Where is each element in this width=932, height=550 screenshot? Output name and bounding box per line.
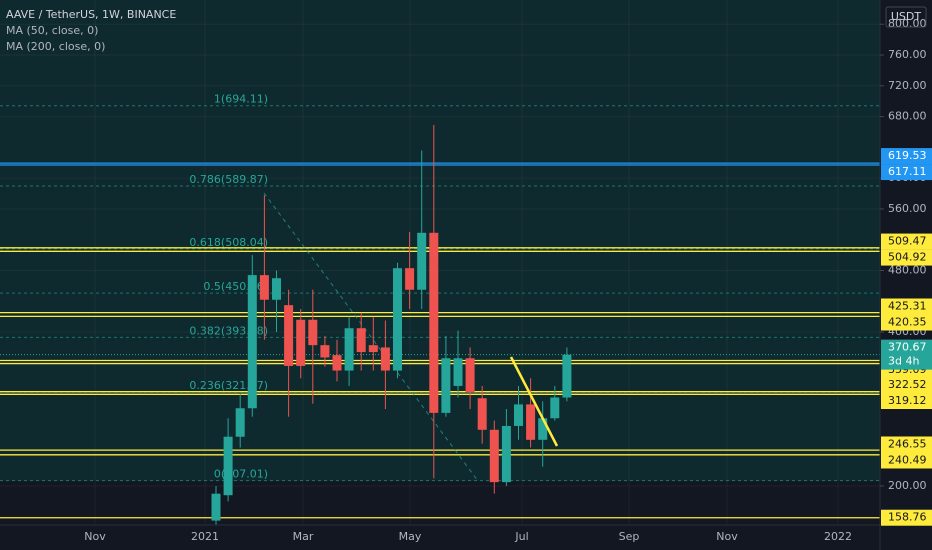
candle-body	[465, 358, 475, 393]
price-label: 504.92	[888, 251, 927, 264]
grid	[0, 0, 880, 525]
price-label: 619.53	[888, 149, 927, 162]
candle-body	[320, 345, 330, 358]
fib-trend	[263, 192, 479, 482]
indicator[interactable]: MA (50, close, 0)	[6, 24, 98, 37]
x-tick-label: Sep	[619, 530, 640, 543]
price-label: 240.49	[888, 453, 927, 466]
candle-body	[368, 345, 378, 353]
price-label-box	[881, 164, 932, 181]
y-tick-label: 680.00	[888, 110, 927, 123]
candle-body	[211, 493, 221, 521]
candle-body	[477, 398, 487, 430]
candle-body	[223, 436, 233, 496]
price-label-box	[881, 298, 932, 315]
candle-body	[308, 319, 318, 346]
candle-body	[235, 408, 245, 437]
price-label: 246.55	[888, 437, 927, 450]
candle-body	[489, 429, 499, 483]
candle-body	[380, 347, 390, 371]
y-tick-label: 560.00	[888, 202, 927, 215]
candle-body	[538, 418, 548, 440]
candle-body	[417, 232, 427, 290]
price-label: 322.52	[888, 378, 927, 391]
candle-body	[526, 404, 536, 440]
levels: 1(694.11) 0.786(589.87) 0.618(508.04) 0.5(4…	[0, 93, 880, 519]
candle-body	[272, 278, 281, 300]
candle-body	[332, 355, 342, 371]
candle-body	[356, 328, 366, 353]
y-tick-label: 480.00	[888, 264, 927, 277]
price-label-box	[881, 393, 932, 410]
candles	[211, 125, 572, 525]
symbol: AAVE / TetherUS, 1W, BINANCE	[6, 8, 176, 21]
price-label-box	[881, 233, 932, 250]
y-tick-label: 760.00	[888, 48, 927, 61]
price-label-box	[881, 436, 932, 453]
candle-body	[429, 232, 439, 413]
x-tick-label: 2021	[191, 530, 219, 543]
price-label-box	[881, 377, 932, 394]
price-label: 509.47	[888, 235, 927, 248]
time-axis: Nov 2021 Mar May Jul Sep Nov 2022	[84, 530, 852, 543]
candle-body	[501, 425, 511, 483]
candle-body	[284, 305, 294, 366]
fib-label: 0.786(589.87)	[189, 173, 268, 186]
fib-label: 0.618(508.04)	[189, 236, 268, 249]
last-price-box	[881, 339, 932, 370]
x-tick-label: 2022	[824, 530, 852, 543]
currency-box[interactable]	[885, 6, 927, 28]
fib-label: 0(207.01)	[214, 468, 268, 481]
x-tick-label: Mar	[293, 530, 314, 543]
price-label-box	[881, 509, 932, 526]
indicator[interactable]: MA (200, close, 0)	[6, 40, 105, 53]
candle-body	[562, 354, 572, 398]
candle-body	[393, 268, 402, 371]
candle-body	[344, 328, 354, 371]
last-price: 370.67	[888, 341, 927, 354]
x-tick-label: Nov	[84, 530, 106, 543]
fib-label: 1(694.11)	[214, 93, 268, 106]
price-label: 420.35	[888, 315, 927, 328]
candle-body	[296, 319, 306, 366]
x-tick-label: May	[399, 530, 422, 543]
fib-zone	[0, 0, 880, 481]
trend-line	[509, 356, 559, 447]
candle-body	[550, 397, 560, 419]
price-label-box	[881, 314, 932, 331]
candle-body	[441, 358, 451, 413]
price-label: 425.31	[888, 299, 927, 312]
fib-label: 0.5(450.56)	[203, 280, 268, 293]
currency[interactable]: USDT	[891, 10, 922, 23]
candle-body	[453, 358, 463, 386]
x-tick-label: Jul	[514, 530, 528, 543]
x-tick-label: Nov	[716, 530, 738, 543]
y-tick-label: 720.00	[888, 79, 927, 92]
price-label-box	[881, 249, 932, 266]
candle-body	[514, 404, 523, 426]
price-label: 319.12	[888, 394, 927, 407]
y-tick-label: 200.00	[888, 479, 927, 492]
price-label: 617.11	[888, 165, 927, 178]
price-label: 158.76	[888, 511, 927, 524]
candle-body	[259, 275, 269, 300]
price-label-box	[881, 452, 932, 469]
candle-body	[247, 275, 257, 409]
price-label-box	[881, 148, 932, 165]
candle-body	[405, 268, 415, 290]
countdown: 3d 4h	[888, 355, 919, 368]
